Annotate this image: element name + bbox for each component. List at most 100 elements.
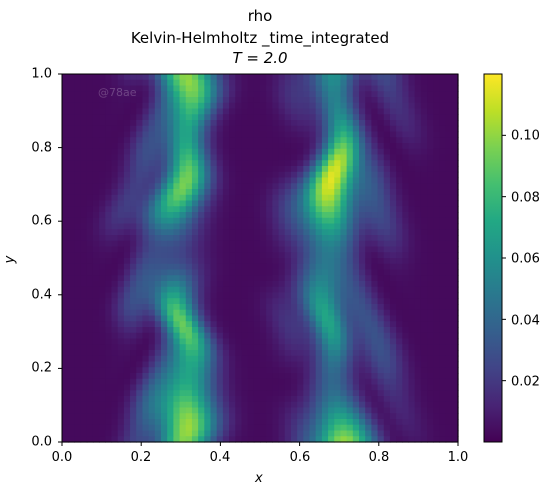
heatmap-cell [309, 413, 317, 420]
heatmap-cell [383, 189, 391, 196]
heatmap-cell [303, 114, 311, 121]
heatmap-cell [408, 97, 416, 104]
heatmap-cell [334, 137, 342, 144]
heatmap-cell [377, 281, 385, 288]
heatmap-cell [229, 258, 236, 265]
heatmap-cell [284, 258, 292, 265]
heatmap-cell [68, 108, 75, 115]
heatmap-cell [80, 332, 88, 340]
heatmap-cell [272, 430, 280, 437]
heatmap-cell [62, 430, 69, 437]
heatmap-cell [290, 430, 298, 437]
heatmap-cell [235, 217, 243, 225]
heatmap-cell [167, 137, 174, 144]
heatmap-cell [290, 154, 298, 161]
heatmap-cell [377, 327, 385, 334]
heatmap-cell [451, 361, 459, 368]
heatmap-cell [185, 200, 193, 207]
heatmap-cell [321, 258, 329, 265]
heatmap-cell [123, 384, 131, 391]
heatmap-cell [371, 355, 379, 363]
heatmap-cell [328, 407, 335, 414]
heatmap-cell [185, 258, 193, 265]
heatmap-cell [222, 315, 230, 322]
heatmap-cell [161, 286, 168, 294]
heatmap-cell [315, 148, 323, 156]
heatmap-cell [315, 407, 323, 414]
heatmap-cell [359, 281, 366, 288]
heatmap-cell [346, 120, 354, 127]
heatmap-cell [167, 79, 174, 87]
heatmap-cell [167, 240, 174, 248]
heatmap-cell [439, 246, 447, 253]
heatmap-cell [451, 332, 459, 340]
heatmap-cell [445, 286, 453, 294]
heatmap-cell [260, 430, 267, 437]
heatmap-cell [191, 160, 199, 167]
heatmap-cell [315, 102, 323, 110]
heatmap-cell [117, 200, 125, 207]
heatmap-cell [216, 344, 224, 351]
heatmap-cell [445, 143, 453, 150]
heatmap-cell [414, 390, 422, 397]
heatmap-cell [297, 223, 304, 230]
heatmap-cell [92, 332, 100, 340]
heatmap-cell [154, 108, 162, 115]
heatmap-cell [284, 125, 292, 133]
heatmap-cell [278, 148, 286, 156]
heatmap-cell [352, 298, 360, 305]
heatmap-cell [396, 419, 403, 426]
heatmap-cell [62, 131, 69, 138]
heatmap-cell [359, 430, 366, 437]
heatmap-cell [99, 436, 106, 443]
heatmap-cell [253, 384, 261, 391]
heatmap-cell [74, 436, 82, 443]
heatmap-cell [278, 120, 286, 127]
heatmap-cell [123, 229, 131, 236]
heatmap-cell [371, 367, 379, 374]
heatmap-cell [253, 200, 261, 207]
heatmap-cell [229, 166, 236, 173]
heatmap-cell [241, 396, 249, 403]
heatmap-cell [191, 384, 199, 391]
heatmap-cell [340, 292, 348, 299]
heatmap-cell [99, 286, 106, 294]
heatmap-cell [408, 419, 416, 426]
heatmap-cell [340, 114, 348, 121]
heatmap-cell [433, 258, 441, 265]
heatmap-cell [371, 390, 379, 397]
heatmap-cell [359, 263, 366, 271]
heatmap-cell [167, 189, 174, 196]
heatmap-cell [130, 332, 137, 340]
heatmap-cell [284, 298, 292, 305]
heatmap-cell [389, 177, 397, 184]
heatmap-cell [161, 131, 168, 138]
heatmap-cell [191, 97, 199, 104]
heatmap-cell [161, 373, 168, 380]
colorbar-tick-marks [502, 134, 506, 382]
heatmap-cell [408, 183, 416, 190]
heatmap-cell [260, 378, 267, 386]
heatmap-cell [346, 286, 354, 294]
heatmap-cell [278, 235, 286, 242]
heatmap-cell [439, 240, 447, 248]
heatmap-cell [408, 79, 416, 87]
heatmap-cell [86, 263, 94, 271]
heatmap-cell [105, 131, 113, 138]
heatmap-cell [241, 275, 249, 282]
heatmap-cell [111, 292, 119, 299]
heatmap-cell [297, 229, 304, 236]
heatmap-cell [309, 108, 317, 115]
heatmap-cell [346, 292, 354, 299]
heatmap-cell [328, 327, 335, 334]
heatmap-cell [123, 85, 131, 92]
heatmap-cell [420, 108, 428, 115]
heatmap-cell [445, 361, 453, 368]
heatmap-cell [241, 263, 249, 271]
heatmap-cell [99, 246, 106, 253]
heatmap-cell [99, 235, 106, 242]
heatmap-cell [117, 338, 125, 345]
heatmap-cell [334, 344, 342, 351]
heatmap-cell [408, 91, 416, 98]
heatmap-cell [266, 102, 273, 110]
